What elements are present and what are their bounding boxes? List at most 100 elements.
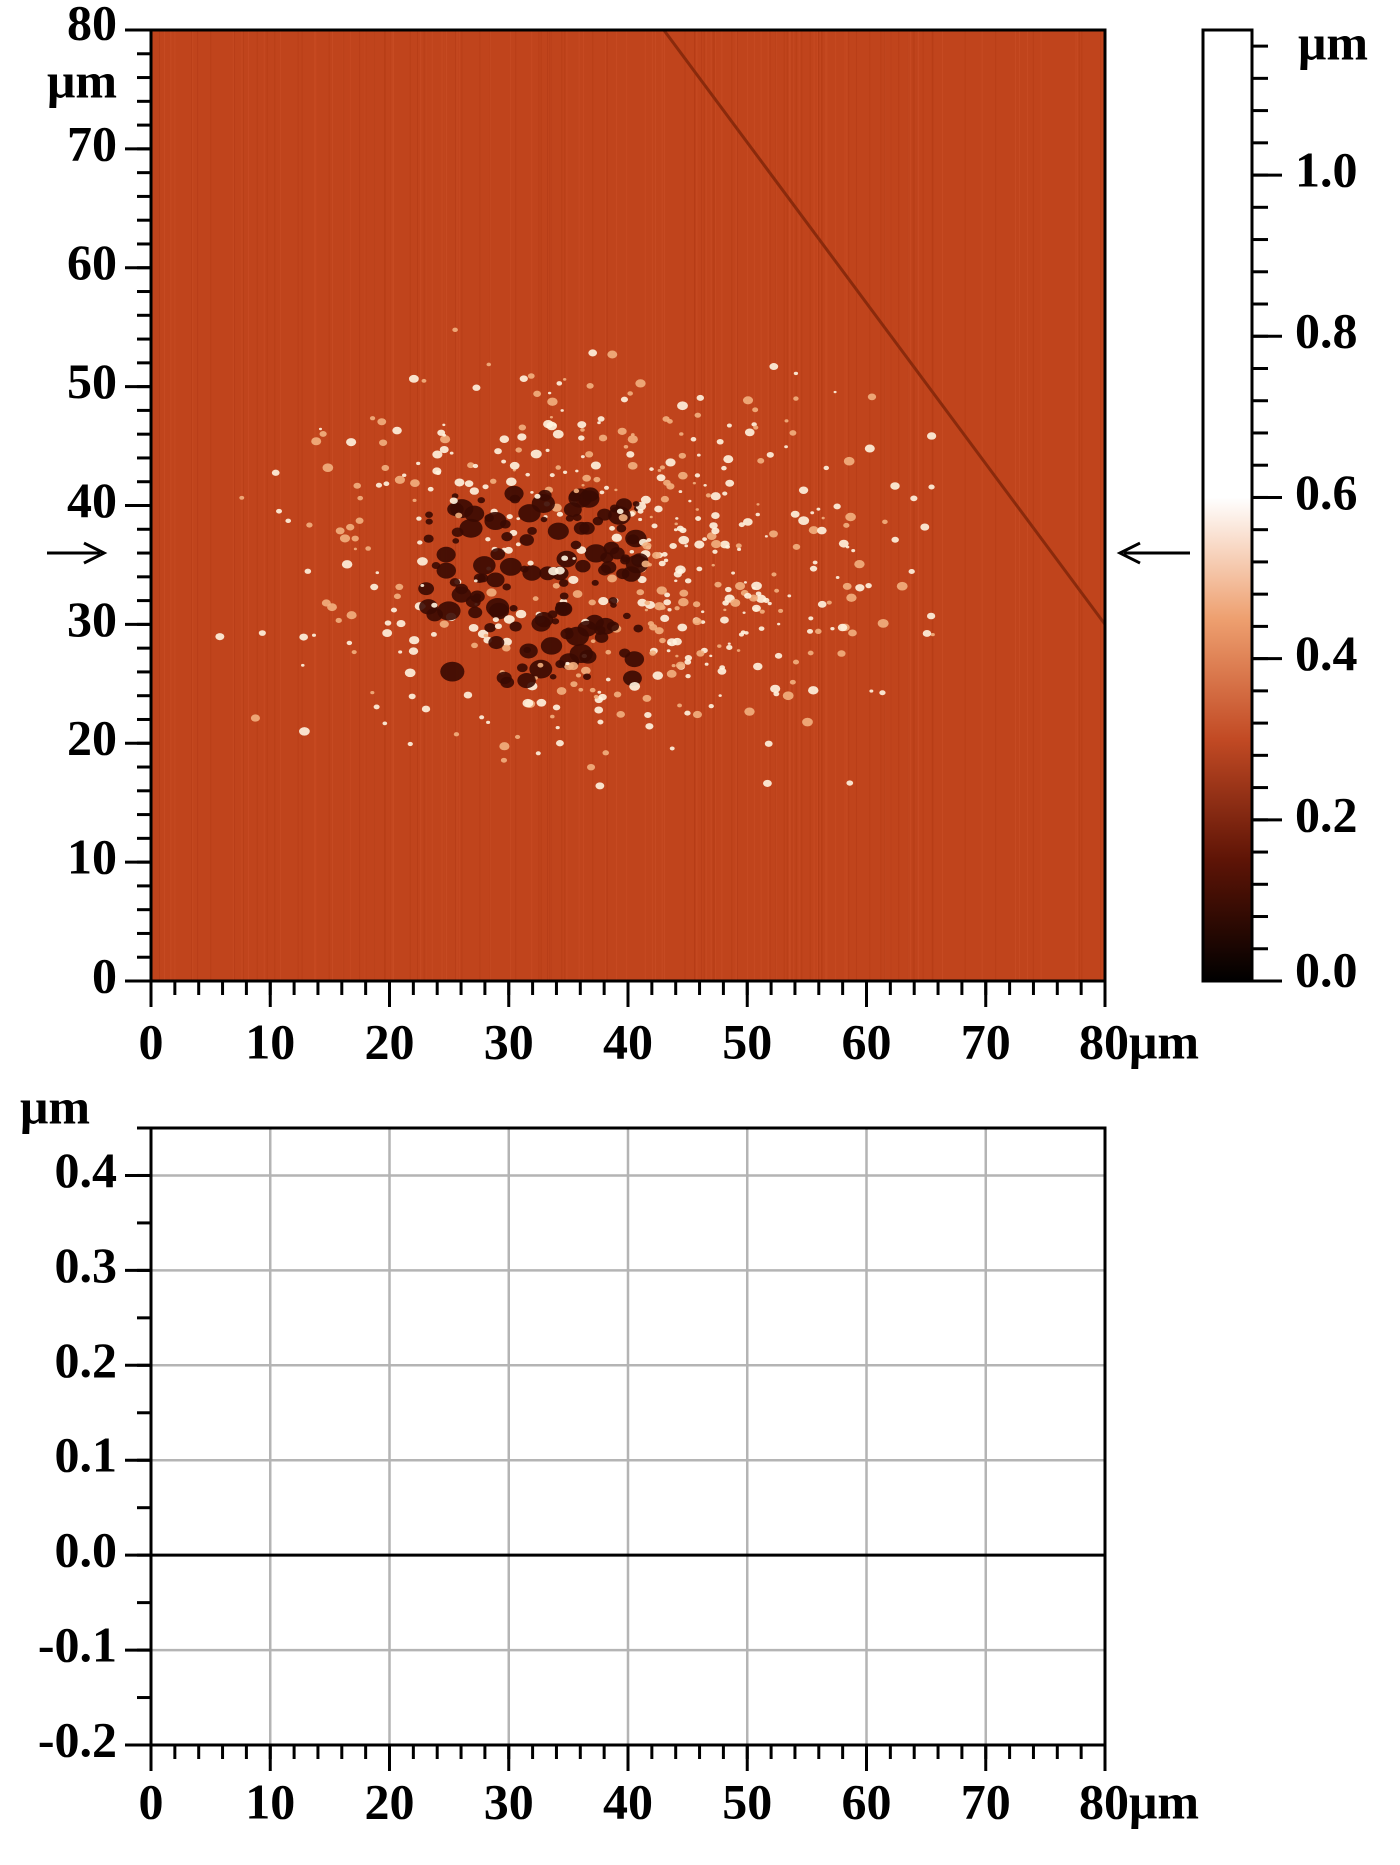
x-tick-label: 0 bbox=[139, 1013, 164, 1069]
surface-feature bbox=[671, 664, 676, 668]
surface-feature bbox=[696, 394, 705, 401]
surface-feature bbox=[527, 527, 537, 535]
surface-feature bbox=[492, 617, 499, 623]
surface-feature bbox=[540, 637, 563, 655]
surface-feature bbox=[644, 600, 651, 606]
surface-feature bbox=[753, 425, 759, 430]
surface-feature bbox=[468, 624, 479, 632]
surface-feature bbox=[651, 523, 658, 529]
surface-feature bbox=[879, 690, 886, 696]
surface-feature bbox=[742, 396, 754, 405]
surface-feature bbox=[635, 379, 646, 388]
surface-feature bbox=[611, 533, 622, 542]
surface-feature bbox=[304, 568, 312, 574]
surface-feature bbox=[690, 437, 697, 442]
surface-feature bbox=[764, 740, 773, 747]
surface-feature bbox=[431, 562, 441, 570]
surface-feature bbox=[842, 582, 852, 590]
surface-feature bbox=[529, 659, 553, 679]
surface-feature bbox=[645, 723, 654, 730]
surface-feature bbox=[685, 674, 691, 679]
surface-feature bbox=[666, 669, 677, 678]
surface-feature bbox=[573, 488, 580, 494]
surface-feature bbox=[421, 705, 431, 713]
surface-feature bbox=[490, 478, 497, 484]
surface-feature bbox=[565, 626, 589, 646]
surface-feature bbox=[335, 617, 342, 623]
surface-feature bbox=[558, 579, 569, 587]
x-tick-label: 50 bbox=[722, 1773, 772, 1829]
surface-feature bbox=[626, 534, 639, 545]
surface-feature bbox=[581, 484, 585, 487]
surface-feature bbox=[616, 524, 627, 533]
surface-feature bbox=[519, 643, 538, 659]
surface-feature bbox=[710, 492, 721, 501]
surface-feature bbox=[500, 519, 511, 529]
surface-feature bbox=[555, 465, 562, 470]
surface-feature bbox=[821, 516, 825, 520]
surface-feature bbox=[485, 537, 491, 542]
surface-feature bbox=[311, 437, 322, 446]
surface-feature bbox=[752, 407, 759, 413]
colorbar-tick-label: 0.8 bbox=[1295, 303, 1358, 359]
surface-feature bbox=[365, 546, 371, 551]
surface-feature bbox=[490, 548, 506, 561]
surface-feature bbox=[784, 445, 788, 449]
y-tick-label: 80 bbox=[67, 0, 117, 50]
surface-feature bbox=[816, 507, 821, 511]
profile-arrow bbox=[1116, 541, 1190, 565]
surface-feature bbox=[562, 378, 567, 381]
surface-feature bbox=[575, 673, 582, 678]
surface-feature bbox=[377, 418, 387, 426]
y-tick-label: -0.2 bbox=[38, 1711, 117, 1767]
surface-feature bbox=[684, 544, 689, 548]
surface-feature bbox=[696, 453, 701, 457]
surface-feature bbox=[709, 522, 718, 529]
surface-feature bbox=[408, 693, 416, 700]
surface-feature bbox=[609, 526, 615, 531]
surface-feature bbox=[527, 560, 534, 566]
surface-feature bbox=[678, 535, 690, 545]
surface-feature bbox=[846, 780, 854, 786]
surface-feature bbox=[515, 609, 527, 619]
surface-feature bbox=[509, 461, 520, 470]
surface-feature bbox=[271, 469, 280, 476]
y-tick-label: 10 bbox=[67, 829, 117, 885]
surface-feature bbox=[276, 508, 282, 514]
surface-feature bbox=[407, 741, 413, 747]
surface-feature bbox=[473, 556, 496, 575]
surface-feature bbox=[486, 720, 491, 724]
surface-feature bbox=[837, 650, 846, 657]
surface-feature bbox=[784, 419, 789, 423]
surface-feature bbox=[506, 477, 517, 486]
surface-feature bbox=[518, 424, 527, 431]
surface-feature bbox=[642, 694, 652, 702]
surface-feature bbox=[425, 511, 433, 518]
surface-feature bbox=[717, 667, 727, 675]
surface-feature bbox=[735, 543, 742, 549]
surface-feature bbox=[486, 362, 492, 367]
surface-feature bbox=[679, 432, 684, 436]
surface-feature bbox=[477, 497, 486, 504]
surface-feature bbox=[652, 671, 664, 680]
surface-feature bbox=[701, 610, 705, 614]
surface-feature bbox=[751, 422, 757, 427]
surface-feature bbox=[556, 511, 564, 517]
surface-feature bbox=[677, 568, 684, 574]
surface-feature bbox=[420, 584, 425, 588]
surface-feature bbox=[663, 599, 672, 606]
surface-feature bbox=[855, 584, 865, 592]
surface-feature bbox=[514, 734, 521, 740]
surface-feature bbox=[823, 465, 829, 471]
surface-feature bbox=[553, 423, 557, 426]
surface-feature bbox=[568, 575, 579, 585]
surface-feature bbox=[598, 597, 609, 606]
surface-feature bbox=[561, 555, 569, 561]
surface-feature bbox=[606, 621, 620, 632]
surface-feature bbox=[594, 625, 606, 636]
surface-feature bbox=[585, 451, 594, 458]
surface-feature bbox=[552, 429, 564, 439]
surface-feature bbox=[848, 629, 857, 637]
surface-feature bbox=[744, 707, 755, 716]
surface-feature bbox=[706, 532, 717, 540]
